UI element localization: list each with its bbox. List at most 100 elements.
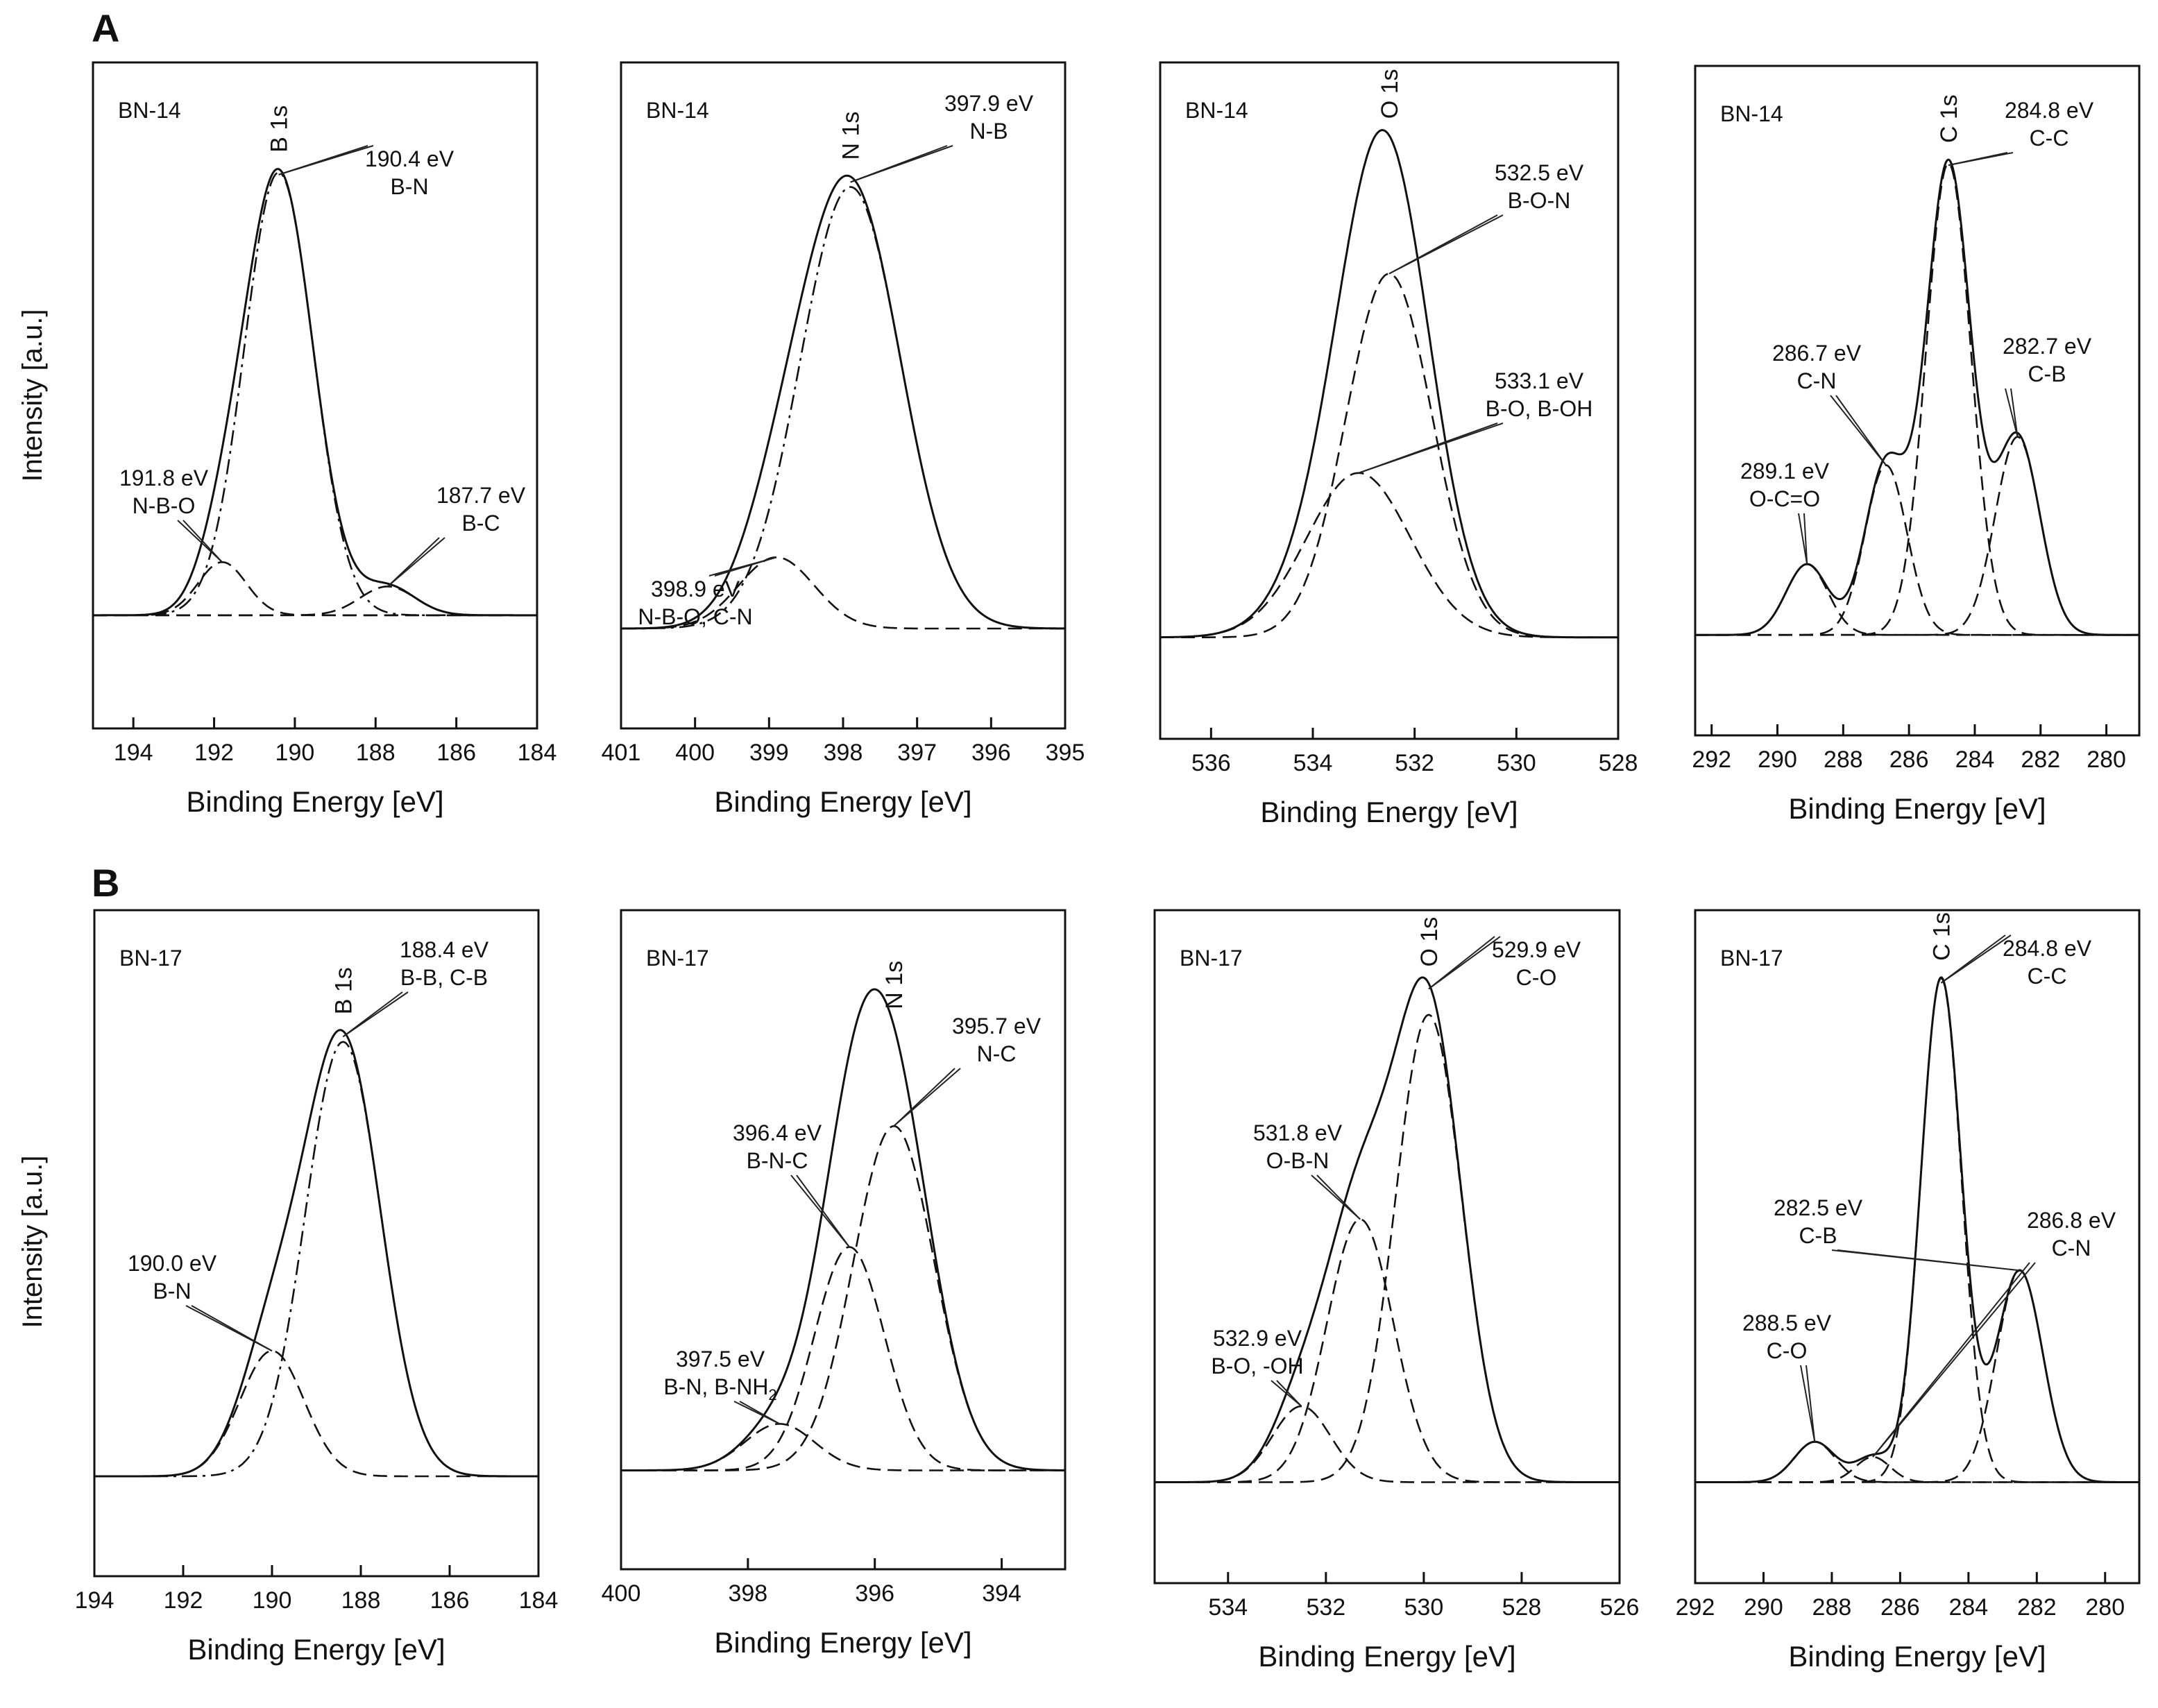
component-curve-529.9 [1155, 1014, 1620, 1483]
peak-annotation: 284.8 eV C-C [2005, 98, 2094, 151]
plot-frame [1694, 65, 2141, 737]
envelope-curve [621, 174, 1065, 630]
x-tick-label: 286 [1880, 1594, 1920, 1621]
annotation-leader [796, 1175, 850, 1248]
core-level-label: B 1s [266, 105, 293, 153]
annotation-leader [1940, 934, 2012, 984]
core-level-label: N 1s [881, 961, 908, 1009]
x-tick-label: 194 [114, 740, 153, 766]
peak-annotation: 396.4 eV B-N-C [733, 1120, 822, 1173]
peak-annotation: 289.1 eV O-C=O [1740, 459, 1830, 511]
core-level-label: C 1s [1936, 94, 1962, 143]
component-curve-397.5 [621, 1423, 1065, 1471]
x-tick-label: 395 [1046, 740, 1085, 766]
x-tick-label: 282 [2017, 1594, 2057, 1621]
x-axis-label: Binding Energy [eV] [714, 1626, 971, 1659]
spectrum-a-c1s: 292 290 288 286 284 282 280 Binding Energy [eV]… [1692, 65, 2141, 825]
annotation-leader [2010, 388, 2019, 437]
peak-annotation: 532.9 eV B-O, -OH [1211, 1326, 1303, 1378]
x-axis-label: Binding Energy [eV] [186, 785, 443, 818]
envelope-curve [93, 168, 537, 617]
x-tick-label: 528 [1502, 1594, 1542, 1621]
sample-label: BN-14 [1720, 101, 1783, 126]
x-tick-label: 401 [602, 740, 641, 766]
plot-frame [92, 61, 538, 730]
x-tick-label: 292 [1692, 746, 1731, 773]
component-curve-533.1 [1160, 472, 1618, 638]
envelope-curve [94, 1029, 538, 1478]
x-axis-label: Binding Energy [eV] [1788, 792, 2046, 825]
core-level-label: C 1s [1928, 912, 1955, 961]
annotation-leader [1806, 1365, 1816, 1442]
x-axis-label: Binding Energy [eV] [1260, 796, 1518, 828]
annotation-leader [2005, 388, 2019, 437]
annotation-leader [1316, 1175, 1361, 1220]
peak-annotation: 531.8 eV O-B-N [1253, 1120, 1343, 1173]
core-level-label: O 1s [1377, 69, 1403, 119]
core-level-label: B 1s [330, 967, 357, 1014]
annotation-leader [1276, 1380, 1302, 1407]
component-curve-191.8 [93, 561, 537, 617]
annotation-leader [1872, 1262, 2030, 1458]
x-tick-label: 396 [971, 740, 1011, 766]
component-curve-395.7 [621, 1125, 1065, 1471]
peak-annotation: 282.7 eV C-B [2003, 334, 2092, 386]
x-tick-label: 280 [2087, 746, 2126, 773]
peak-annotation: 398.9 eV N-B-O, C-N [638, 577, 752, 629]
x-tick-label: 397 [897, 740, 937, 766]
x-tick-label: 188 [341, 1587, 381, 1614]
x-tick-label: 190 [275, 740, 315, 766]
x-tick-label: 398 [824, 740, 863, 766]
plot-frame [93, 909, 540, 1578]
annotation-leader [1835, 395, 1887, 466]
spectrum-b-b1s: 194 192 190 188 186 184 Binding Energy [eV] BN-… [75, 909, 559, 1666]
annotation-leader [1830, 395, 1887, 466]
x-tick-label: 530 [1404, 1594, 1444, 1621]
peak-annotation: 395.7 eV N-C [952, 1014, 1042, 1066]
component-curve-398.9 [621, 556, 1065, 630]
y-axis-label-b: Intensity [a.u.] [17, 1155, 48, 1328]
sample-label: BN-14 [118, 98, 181, 123]
component-curve-396.4 [621, 1246, 1065, 1471]
x-tick-label: 532 [1395, 750, 1434, 776]
component-curve-190 [94, 1349, 538, 1478]
x-tick-label: 396 [855, 1580, 894, 1607]
x-axis-label: Binding Energy [eV] [1258, 1640, 1515, 1673]
x-tick-label: 530 [1497, 750, 1536, 776]
x-tick-label: 286 [1889, 746, 1929, 773]
component-curve-289.1 [1695, 563, 2139, 636]
annotation-leader [1388, 214, 1504, 275]
peak-annotation: 282.5 eV C-B [1774, 1195, 1863, 1248]
x-tick-label: 184 [519, 1587, 559, 1614]
plot-frame [620, 909, 1067, 1571]
annotation-leader [182, 520, 223, 563]
plot-frame [1159, 61, 1620, 740]
peak-annotation: 190.0 eV B-N [128, 1251, 217, 1304]
annotation-leader [1358, 422, 1504, 474]
x-tick-label: 528 [1599, 750, 1638, 776]
x-tick-label: 282 [2021, 746, 2060, 773]
x-tick-label: 400 [602, 1580, 641, 1607]
envelope-curve [621, 988, 1065, 1471]
x-tick-label: 284 [1955, 746, 1995, 773]
spectrum-a-b1s: 194 192 190 188 186 184 Binding Energy [eV] BN-… [92, 61, 557, 818]
annotation-leader [387, 537, 445, 588]
peak-annotation: 529.9 eV C-O [1492, 937, 1581, 990]
peak-annotation: 188.4 eV B-B, C-B [400, 937, 489, 990]
x-tick-label: 192 [194, 740, 234, 766]
annotation-leader [1800, 1365, 1816, 1442]
peak-annotation: 397.9 eV N-B [944, 91, 1034, 144]
x-tick-label: 398 [728, 1580, 767, 1607]
annotation-leader [191, 1305, 273, 1352]
x-tick-label: 400 [675, 740, 715, 766]
x-tick-label: 190 [253, 1587, 292, 1614]
spectrum-a-o1s: 536 534 532 530 528 Binding Energy [eV] BN-14 O… [1159, 61, 1638, 828]
component-curve-282.5 [1695, 1269, 2139, 1483]
annotation-leader [1837, 1249, 2020, 1272]
x-tick-label: 526 [1600, 1594, 1640, 1621]
x-tick-label: 290 [1744, 1594, 1783, 1621]
component-curve-286.8 [1695, 1455, 2139, 1483]
annotation-leader [1798, 513, 1808, 565]
component-curve-187.7 [93, 586, 537, 617]
sample-label: BN-17 [119, 946, 182, 971]
